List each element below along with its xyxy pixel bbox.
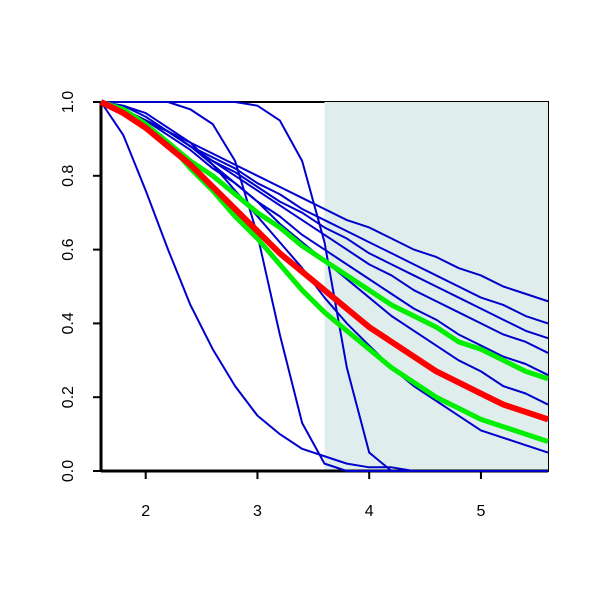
y-tick-label: 1.0: [60, 91, 77, 113]
y-tick-label: 0.2: [60, 386, 77, 408]
series-line: [100, 101, 549, 376]
x-tick-label: 3: [253, 503, 262, 520]
x-tick-label: 5: [476, 503, 485, 520]
x-tick-label: 2: [141, 503, 150, 520]
x-tick-label: 4: [365, 503, 374, 520]
y-tick-label: 0.0: [60, 460, 77, 482]
series-line: [100, 101, 549, 454]
series-line: [100, 101, 549, 303]
y-tick-label: 0.8: [60, 165, 77, 187]
series-line: [101, 101, 548, 472]
y-tick-label: 0.4: [60, 312, 77, 334]
y-tick-label: 0.6: [60, 238, 77, 260]
series-line: [99, 99, 549, 423]
